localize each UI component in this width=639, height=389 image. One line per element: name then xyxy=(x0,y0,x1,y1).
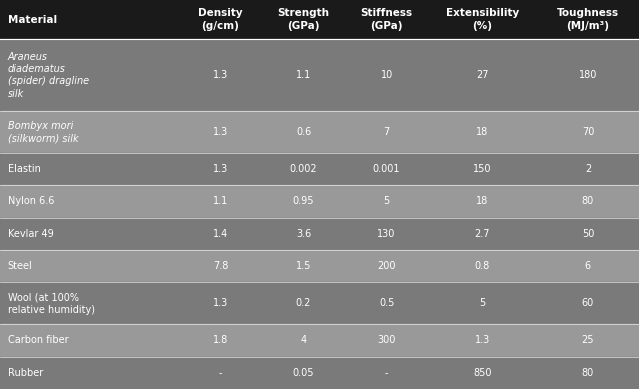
Text: 4: 4 xyxy=(300,335,307,345)
Text: 200: 200 xyxy=(378,261,396,271)
Text: 25: 25 xyxy=(581,335,594,345)
Bar xyxy=(0,0,639,39)
Text: Bombyx mori
(silkworm) silk: Bombyx mori (silkworm) silk xyxy=(8,121,79,143)
Text: 3.6: 3.6 xyxy=(296,229,311,239)
Text: 1.5: 1.5 xyxy=(296,261,311,271)
Text: Nylon 6.6: Nylon 6.6 xyxy=(8,196,54,207)
Text: 150: 150 xyxy=(473,164,491,174)
Bar xyxy=(0,153,639,185)
Text: 1.3: 1.3 xyxy=(475,335,490,345)
Text: Rubber: Rubber xyxy=(8,368,43,378)
Text: 80: 80 xyxy=(581,196,594,207)
Text: 1.8: 1.8 xyxy=(213,335,228,345)
Text: 80: 80 xyxy=(581,368,594,378)
Text: 0.5: 0.5 xyxy=(379,298,394,308)
Text: 0.05: 0.05 xyxy=(293,368,314,378)
Text: 27: 27 xyxy=(476,70,489,80)
Bar xyxy=(0,324,639,357)
Text: 1.3: 1.3 xyxy=(213,298,228,308)
Text: 0.002: 0.002 xyxy=(289,164,318,174)
Text: 0.001: 0.001 xyxy=(373,164,401,174)
Text: 1.3: 1.3 xyxy=(213,70,228,80)
Bar xyxy=(0,111,639,153)
Text: Elastin: Elastin xyxy=(8,164,40,174)
Text: 850: 850 xyxy=(473,368,491,378)
Text: -: - xyxy=(385,368,389,378)
Text: 1.1: 1.1 xyxy=(296,70,311,80)
Text: Toughness
(MJ/m³): Toughness (MJ/m³) xyxy=(557,9,619,31)
Bar xyxy=(0,39,639,111)
Text: 2.7: 2.7 xyxy=(475,229,490,239)
Text: 18: 18 xyxy=(476,196,489,207)
Text: 1.3: 1.3 xyxy=(213,164,228,174)
Bar xyxy=(0,282,639,324)
Text: Wool (at 100%
relative humidity): Wool (at 100% relative humidity) xyxy=(8,292,95,315)
Text: Strength
(GPa): Strength (GPa) xyxy=(277,9,330,31)
Text: Steel: Steel xyxy=(8,261,33,271)
Text: 70: 70 xyxy=(581,127,594,137)
Bar xyxy=(0,357,639,389)
Text: 6: 6 xyxy=(585,261,591,271)
Text: Carbon fiber: Carbon fiber xyxy=(8,335,68,345)
Bar xyxy=(0,185,639,218)
Text: 1.3: 1.3 xyxy=(213,127,228,137)
Text: 300: 300 xyxy=(378,335,396,345)
Text: 0.6: 0.6 xyxy=(296,127,311,137)
Text: 0.8: 0.8 xyxy=(475,261,490,271)
Text: 18: 18 xyxy=(476,127,489,137)
Text: Material: Material xyxy=(8,15,57,25)
Text: 1.4: 1.4 xyxy=(213,229,228,239)
Bar xyxy=(0,250,639,282)
Text: 60: 60 xyxy=(581,298,594,308)
Text: 10: 10 xyxy=(380,70,393,80)
Text: 7.8: 7.8 xyxy=(213,261,228,271)
Text: Kevlar 49: Kevlar 49 xyxy=(8,229,54,239)
Text: -: - xyxy=(219,368,222,378)
Text: 1.1: 1.1 xyxy=(213,196,228,207)
Text: 5: 5 xyxy=(383,196,390,207)
Bar xyxy=(0,218,639,250)
Text: 180: 180 xyxy=(579,70,597,80)
Text: 0.2: 0.2 xyxy=(296,298,311,308)
Text: 50: 50 xyxy=(581,229,594,239)
Text: 7: 7 xyxy=(383,127,390,137)
Text: Extensibility
(%): Extensibility (%) xyxy=(446,9,519,31)
Text: 130: 130 xyxy=(378,229,396,239)
Text: Density
(g/cm): Density (g/cm) xyxy=(198,9,243,31)
Text: Araneus
diadematus
(spider) dragline
silk: Araneus diadematus (spider) dragline sil… xyxy=(8,52,89,99)
Text: 5: 5 xyxy=(479,298,486,308)
Text: 2: 2 xyxy=(585,164,591,174)
Text: 0.95: 0.95 xyxy=(293,196,314,207)
Text: Stiffness
(GPa): Stiffness (GPa) xyxy=(360,9,413,31)
